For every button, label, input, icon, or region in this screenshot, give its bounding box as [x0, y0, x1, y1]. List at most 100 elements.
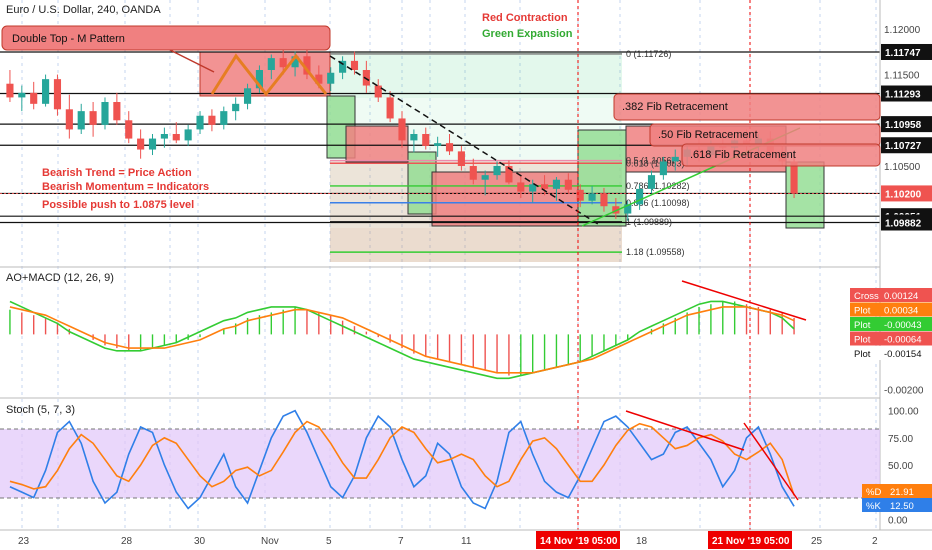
- candle-body[interactable]: [386, 97, 394, 119]
- symbol-title: Euro / U.S. Dollar, 240, OANDA: [6, 4, 161, 16]
- price-tick-label: 1.11500: [884, 71, 920, 82]
- candle-body[interactable]: [505, 166, 513, 183]
- time-marker-label: 21 Nov '19 05:00: [712, 536, 790, 547]
- candle-body[interactable]: [541, 184, 549, 189]
- candle-body[interactable]: [564, 179, 572, 190]
- time-tick-label: 23: [18, 536, 30, 547]
- candle-body[interactable]: [42, 79, 50, 104]
- dashed-downtrend-line[interactable]: [329, 55, 599, 225]
- time-tick-label: 2: [872, 536, 878, 547]
- candle-body[interactable]: [291, 56, 299, 68]
- candle-body[interactable]: [434, 143, 442, 146]
- time-tick-label: 7: [398, 536, 404, 547]
- price-tag-label: 1.10958: [885, 120, 922, 131]
- price-tag-label: 1.11747: [885, 48, 921, 59]
- candle-body[interactable]: [137, 138, 145, 150]
- macd-value-tag-name: Plot: [854, 335, 871, 346]
- candle-body[interactable]: [552, 179, 561, 189]
- stoch-tick-label: 100.00: [888, 407, 919, 418]
- time-tick-label: Nov: [261, 536, 279, 547]
- candle-body[interactable]: [469, 166, 477, 180]
- candle-body[interactable]: [160, 134, 168, 139]
- candle-body[interactable]: [350, 60, 359, 70]
- candle-body[interactable]: [612, 206, 620, 214]
- stoch-divergence-line-1[interactable]: [625, 410, 745, 451]
- candle-body[interactable]: [148, 138, 157, 150]
- candle-body[interactable]: [125, 120, 133, 139]
- candle-body[interactable]: [30, 92, 38, 104]
- stoch-series-k[interactable]: [9, 409, 795, 510]
- price-tag: [881, 214, 932, 231]
- macd-divergence-line[interactable]: [681, 280, 807, 321]
- candle-body[interactable]: [315, 74, 323, 84]
- m-pattern-line[interactable]: [210, 53, 328, 97]
- candle-body[interactable]: [77, 111, 85, 130]
- candle-body[interactable]: [517, 182, 525, 192]
- time-marker-tag: [536, 531, 620, 549]
- candle-body[interactable]: [588, 193, 596, 201]
- candle-body[interactable]: [339, 60, 347, 73]
- candle-body[interactable]: [636, 188, 644, 205]
- candle-body[interactable]: [65, 109, 73, 130]
- green-box-2: [407, 151, 437, 215]
- candle-body[interactable]: [659, 161, 667, 176]
- candle-body[interactable]: [6, 83, 14, 98]
- candle-body[interactable]: [422, 134, 430, 146]
- candle-body[interactable]: [529, 184, 537, 192]
- candle-body[interactable]: [790, 161, 798, 194]
- candle-body[interactable]: [243, 88, 252, 104]
- time-tick-label: 11: [461, 536, 472, 547]
- macd-value-tag: [850, 317, 932, 331]
- candle-body[interactable]: [53, 79, 62, 110]
- price-tag-label: 1.10200: [885, 189, 922, 200]
- fib-382-callout[interactable]: [613, 93, 881, 121]
- candle-body[interactable]: [671, 156, 679, 162]
- trend-text-2: Bearish Momentum = Indicators: [42, 181, 209, 193]
- candle-body[interactable]: [398, 118, 406, 141]
- fib-lower-zone: [330, 228, 622, 262]
- candle-body[interactable]: [362, 70, 370, 86]
- fib-level-label: 0.618 (1.1053): [626, 158, 685, 168]
- candle-body[interactable]: [208, 115, 216, 125]
- stoch-series-d[interactable]: [9, 420, 795, 496]
- fib-618-callout[interactable]: [681, 143, 881, 167]
- candle-body[interactable]: [279, 58, 287, 68]
- candle-body[interactable]: [576, 189, 584, 201]
- double-top-callout[interactable]: [1, 25, 331, 51]
- axes: 1.120001.115001.110001.105001.100001.117…: [18, 25, 932, 549]
- candle-body[interactable]: [101, 102, 109, 125]
- stoch-value-tag-name: %K: [866, 501, 881, 512]
- candle-body[interactable]: [374, 85, 382, 98]
- candle-body[interactable]: [410, 134, 418, 141]
- stoch-divergence-line-2[interactable]: [743, 422, 799, 501]
- candle-body[interactable]: [196, 115, 204, 130]
- candle-body[interactable]: [457, 151, 465, 166]
- candle-body[interactable]: [89, 111, 97, 125]
- candle-body[interactable]: [267, 58, 275, 70]
- candle-body[interactable]: [172, 134, 180, 141]
- macd-value-tag-value: -0.00043: [884, 320, 922, 331]
- fib-618-label: .618 Fib Retracement: [690, 149, 796, 161]
- candle-body[interactable]: [232, 103, 240, 112]
- candle-body[interactable]: [113, 102, 121, 121]
- price-tag-label: 1.10727: [885, 141, 922, 152]
- macd-series-macd[interactable]: [9, 300, 795, 380]
- stoch-tick-label: 0.00: [888, 515, 908, 526]
- candle-body[interactable]: [327, 72, 335, 84]
- candle-body[interactable]: [493, 166, 501, 176]
- trend-text-3: Possible push to 1.0875 level: [42, 199, 194, 211]
- candle-body[interactable]: [624, 204, 632, 214]
- candle-body[interactable]: [255, 70, 263, 89]
- candle-body[interactable]: [445, 143, 454, 152]
- candle-body[interactable]: [647, 175, 656, 189]
- price-tag: [881, 116, 932, 133]
- red-box-1: [345, 125, 409, 163]
- candle-body[interactable]: [220, 111, 228, 125]
- candle-body[interactable]: [18, 92, 26, 98]
- candle-body[interactable]: [600, 193, 608, 207]
- candle-body[interactable]: [481, 175, 489, 180]
- macd-series-signal[interactable]: [9, 306, 795, 374]
- candle-body[interactable]: [303, 56, 311, 75]
- candle-body[interactable]: [184, 129, 192, 141]
